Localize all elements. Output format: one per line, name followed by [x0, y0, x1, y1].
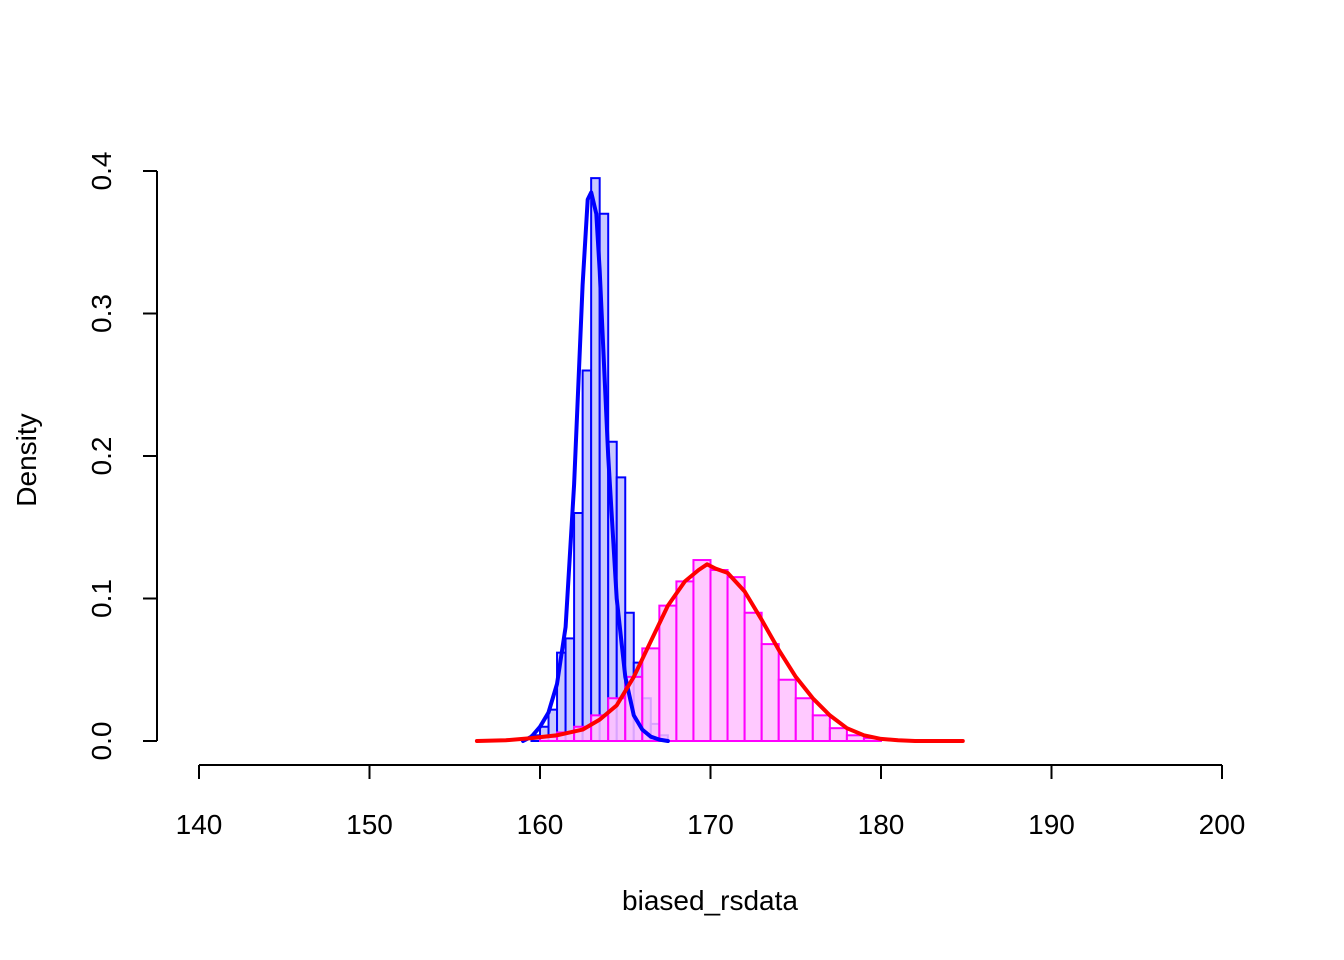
y-tick-label: 0.0 — [86, 722, 117, 761]
histogram-bar — [709, 569, 729, 742]
histogram-bar — [641, 647, 661, 742]
histogram-bar — [760, 643, 780, 742]
histogram-bar — [828, 727, 848, 742]
density-curve-0 — [521, 190, 670, 743]
x-tick-label: 150 — [346, 809, 393, 840]
x-tick-label: 200 — [1199, 809, 1246, 840]
x-tick-label: 160 — [517, 809, 564, 840]
histogram-bar — [692, 559, 712, 743]
x-tick-label: 170 — [687, 809, 734, 840]
histogram-bar — [743, 611, 763, 742]
y-tick-label: 0.3 — [86, 294, 117, 333]
x-tick-label: 190 — [1028, 809, 1075, 840]
y-tick-label: 0.1 — [86, 579, 117, 618]
histogram-bars — [530, 177, 883, 743]
y-axis: 0.0 0.1 0.2 0.3 0.4 — [86, 152, 158, 761]
histogram-bar — [581, 369, 593, 742]
y-tick-label: 0.4 — [86, 152, 117, 191]
histogram-bar — [811, 714, 831, 742]
density-curves — [474, 190, 965, 743]
histogram-bar — [658, 604, 678, 742]
y-axis-title: Density — [11, 413, 42, 506]
x-axis: 140 150 160 170 180 190 200 — [176, 764, 1246, 840]
density-curve-1 — [474, 562, 965, 743]
x-tick-label: 180 — [858, 809, 905, 840]
histogram-bar — [564, 637, 576, 743]
y-tick-label: 0.2 — [86, 437, 117, 476]
histogram-bar — [573, 512, 584, 742]
x-tick-label: 140 — [176, 809, 223, 840]
histogram-bar — [794, 697, 814, 742]
x-axis-title: biased_rsdata — [622, 885, 798, 916]
histogram-bar — [726, 576, 746, 742]
histogram-bar — [777, 678, 797, 742]
histogram-bar — [675, 580, 695, 743]
